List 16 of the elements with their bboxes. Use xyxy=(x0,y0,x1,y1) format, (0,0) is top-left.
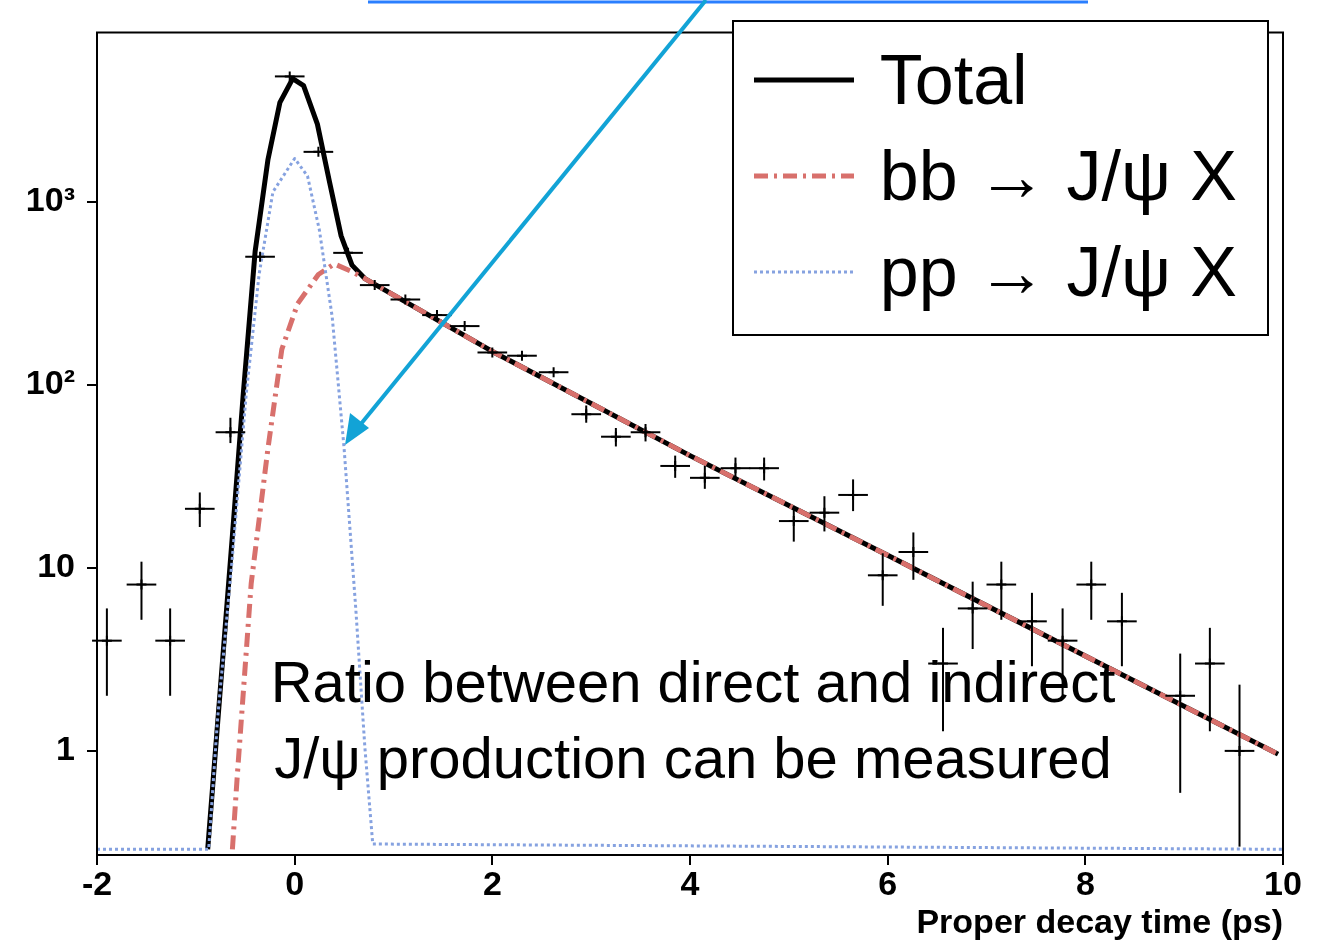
annotation: J/ψ production can be measured xyxy=(273,725,1113,790)
y-tick-label: 10³ xyxy=(25,180,75,218)
y-tick-label: 10² xyxy=(25,363,75,402)
x-tick-label: 4 xyxy=(680,863,700,902)
legend-label: Total xyxy=(879,41,1028,119)
legend-label: pp → J/ψ X xyxy=(879,233,1237,311)
x-tick-label: 0 xyxy=(285,863,305,902)
x-axis-title: Proper decay time (ps) xyxy=(916,902,1283,941)
y-tick-label: 1 xyxy=(56,729,75,768)
x-tick-label: 10 xyxy=(1264,863,1302,902)
x-tick-label: -2 xyxy=(81,863,113,902)
legend-label: bb → J/ψ X xyxy=(879,137,1237,215)
x-tick-label: 2 xyxy=(482,863,502,902)
x-tick-label: 6 xyxy=(878,863,898,902)
x-tick-label: 8 xyxy=(1075,863,1095,902)
y-tick-label: 10 xyxy=(37,546,75,585)
